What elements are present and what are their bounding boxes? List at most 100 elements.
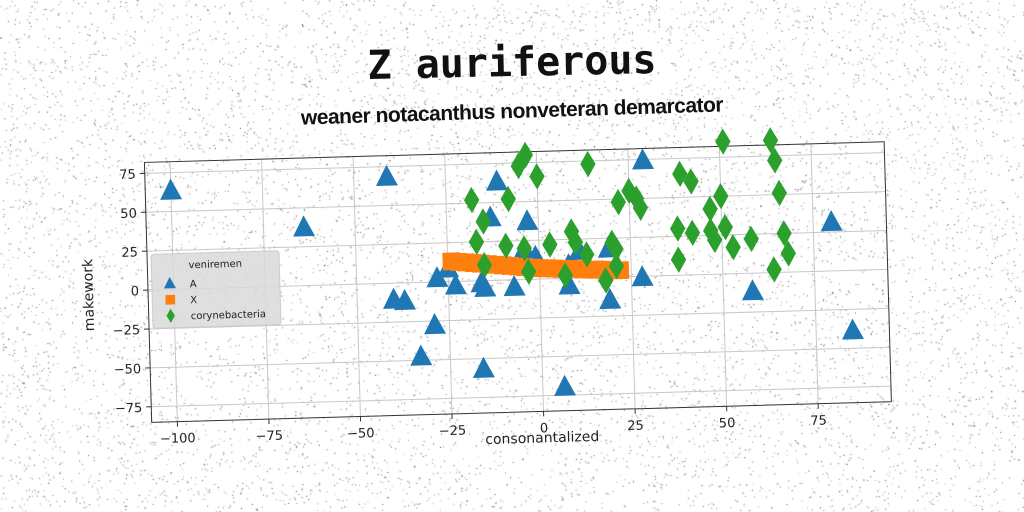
data-point <box>498 232 514 259</box>
x-gridline <box>444 154 453 414</box>
data-point <box>463 186 480 214</box>
data-point <box>426 266 449 288</box>
y-tick-label: 75 <box>119 168 136 183</box>
data-point <box>771 179 787 207</box>
data-point <box>160 178 183 200</box>
y-tick-label: −75 <box>115 401 143 417</box>
legend-title: veniremen <box>188 259 242 271</box>
data-point <box>598 267 614 294</box>
data-point <box>672 160 688 188</box>
data-point <box>632 148 655 170</box>
data-point <box>557 262 574 289</box>
data-point <box>410 344 433 366</box>
data-point <box>580 150 596 178</box>
plot-area <box>143 141 892 423</box>
x-tick-label: −50 <box>347 426 375 442</box>
data-point <box>472 356 495 379</box>
x-axis-label: consonantalized <box>485 429 599 448</box>
x-tick-label: −75 <box>255 429 283 445</box>
data-point <box>631 265 654 287</box>
data-point <box>610 188 626 216</box>
data-point <box>529 163 545 190</box>
data-point <box>558 273 581 295</box>
data-point <box>669 215 686 242</box>
legend-marker-A <box>163 276 176 289</box>
legend-box <box>150 250 282 329</box>
y-gridline <box>149 307 889 330</box>
data-point <box>554 374 577 396</box>
data-point <box>444 273 467 295</box>
data-points <box>160 127 865 396</box>
data-point <box>725 234 741 261</box>
data-point <box>520 258 537 285</box>
data-point <box>683 168 699 195</box>
data-point <box>820 210 843 232</box>
data-point <box>780 240 797 267</box>
data-point <box>599 287 622 310</box>
legend-label: corynebacteria <box>191 309 266 322</box>
y-tick-label: 25 <box>121 245 138 260</box>
x-tick-label: 50 <box>719 416 736 431</box>
y-tick-label: −50 <box>114 362 142 378</box>
data-point <box>706 226 723 254</box>
data-point <box>516 235 533 262</box>
data-point <box>766 256 782 283</box>
data-point <box>500 185 516 213</box>
legend-label: X <box>190 295 197 306</box>
y-axis-label: makework <box>80 258 98 332</box>
x-gridline <box>535 151 545 412</box>
data-point <box>743 225 759 253</box>
data-point <box>394 288 417 311</box>
y-tick-label: −25 <box>112 323 140 339</box>
x-tick-label: −100 <box>160 431 196 447</box>
data-point <box>293 215 316 237</box>
data-point <box>608 235 624 263</box>
data-point <box>542 231 558 258</box>
axis-ticks: −100 −75 −50 −25 0 25 50 75 −75 −50 −25 0 25 50 75 <box>112 168 827 448</box>
data-point <box>567 229 584 256</box>
legend-marker-X <box>165 294 176 305</box>
data-point <box>475 208 491 235</box>
x-tick-label: 0 <box>540 421 549 436</box>
data-point <box>424 313 447 335</box>
data-point <box>476 251 493 279</box>
data-point <box>767 147 783 174</box>
x-tick-label: 75 <box>810 413 827 428</box>
data-point <box>474 275 497 297</box>
data-point <box>375 164 398 187</box>
x-gridline <box>810 143 819 404</box>
y-tick-label: 50 <box>120 206 137 221</box>
data-point <box>741 279 764 301</box>
data-point <box>608 252 625 280</box>
y-gridline <box>145 191 886 213</box>
data-point <box>517 141 534 169</box>
data-point <box>684 219 701 246</box>
data-point <box>715 128 731 155</box>
y-tick-label: 0 <box>131 284 140 299</box>
series-corynebacteria <box>463 127 797 294</box>
y-gridline <box>146 229 887 252</box>
data-point <box>632 194 649 221</box>
x-tick-label: 25 <box>627 419 644 434</box>
data-point <box>717 214 733 241</box>
data-point <box>776 220 792 247</box>
legend-label: A <box>190 279 197 290</box>
y-gridline <box>151 385 891 408</box>
data-point <box>510 152 527 180</box>
data-point <box>516 209 539 231</box>
legend-marker-corynebacteria <box>166 308 175 323</box>
data-point <box>762 127 779 154</box>
data-point <box>468 228 485 256</box>
x-gridline <box>352 156 361 417</box>
data-point <box>702 195 718 223</box>
data-point <box>579 241 595 268</box>
data-point <box>503 274 526 297</box>
x-tick-label: −25 <box>439 424 467 440</box>
data-point <box>842 318 865 340</box>
y-gridline <box>150 346 890 369</box>
data-point <box>486 169 509 191</box>
data-point <box>670 246 687 273</box>
data-point <box>713 182 729 210</box>
